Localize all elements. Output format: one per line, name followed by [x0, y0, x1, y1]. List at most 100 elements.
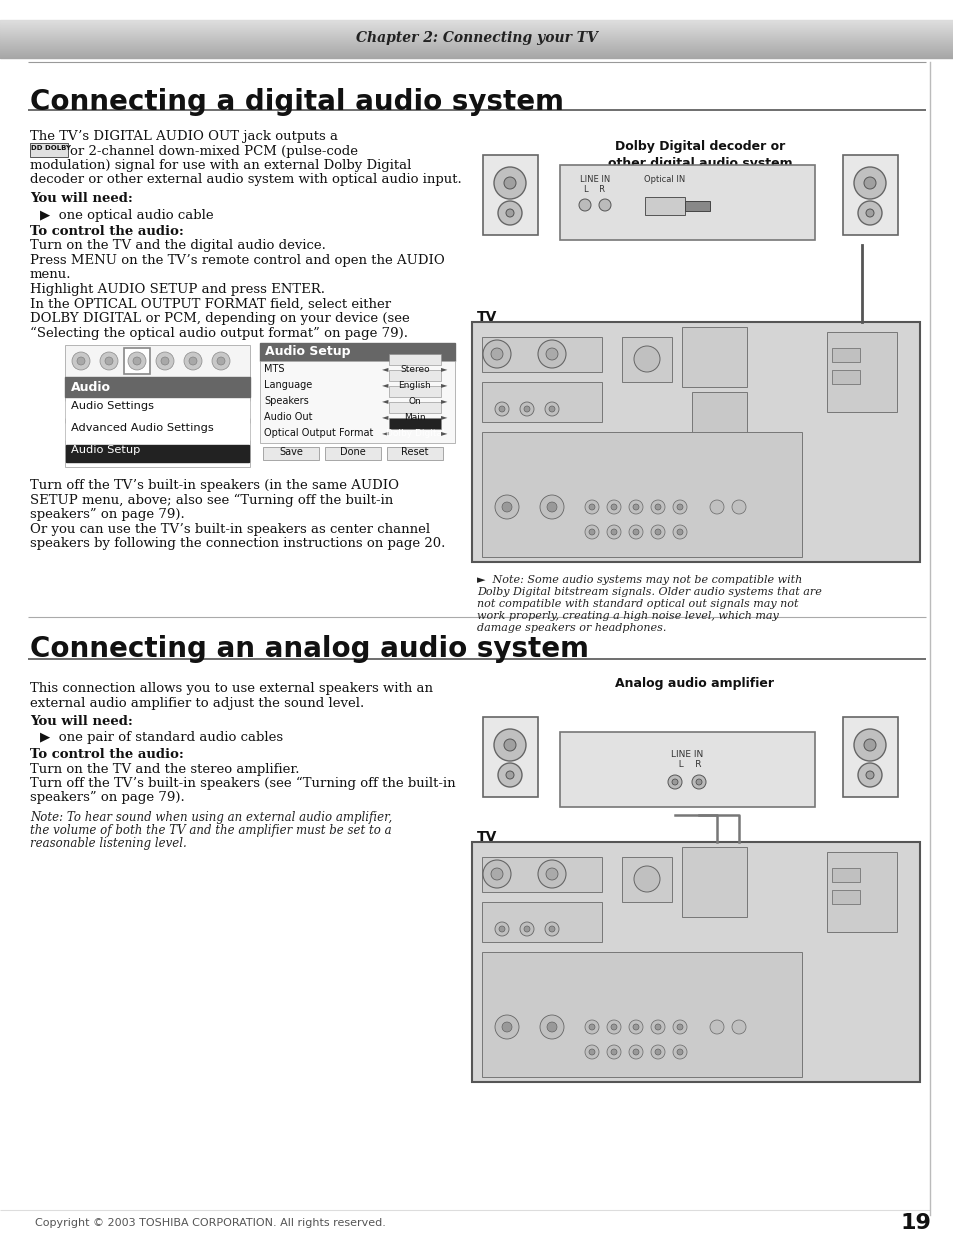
Circle shape — [865, 209, 873, 217]
Text: damage speakers or headphones.: damage speakers or headphones. — [476, 622, 666, 634]
Circle shape — [677, 1049, 682, 1055]
Text: ►: ► — [440, 364, 447, 373]
Circle shape — [491, 348, 502, 359]
Text: SETUP menu, above; also see “Turning off the built-in: SETUP menu, above; also see “Turning off… — [30, 494, 393, 506]
Text: ►: ► — [440, 412, 447, 421]
Circle shape — [498, 926, 504, 932]
Text: English: English — [398, 382, 431, 390]
Circle shape — [853, 167, 885, 199]
Bar — [66, 401, 249, 417]
Text: The TV’s DIGITAL AUDIO OUT jack outputs a: The TV’s DIGITAL AUDIO OUT jack outputs … — [30, 130, 337, 143]
Bar — [481, 902, 601, 942]
Circle shape — [650, 1045, 664, 1058]
Circle shape — [709, 500, 723, 514]
Circle shape — [523, 926, 530, 932]
Circle shape — [578, 199, 590, 211]
Circle shape — [655, 504, 660, 510]
Circle shape — [672, 1045, 686, 1058]
Circle shape — [588, 1049, 595, 1055]
Circle shape — [667, 776, 681, 789]
Circle shape — [503, 739, 516, 751]
Circle shape — [633, 1049, 639, 1055]
Bar — [684, 201, 709, 211]
Circle shape — [709, 1020, 723, 1034]
Circle shape — [495, 403, 509, 416]
Circle shape — [494, 729, 525, 761]
Bar — [389, 417, 440, 429]
Text: Dolby Digital: Dolby Digital — [385, 429, 444, 438]
Text: Note: To hear sound when using an external audio amplifier,: Note: To hear sound when using an extern… — [30, 811, 392, 824]
Circle shape — [548, 926, 555, 932]
Circle shape — [77, 357, 85, 366]
Text: Turn on the TV and the stereo amplifier.: Turn on the TV and the stereo amplifier. — [30, 762, 299, 776]
Bar — [263, 447, 318, 459]
Circle shape — [519, 923, 534, 936]
Text: LINE IN
  L    R: LINE IN L R — [670, 750, 702, 769]
Bar — [260, 343, 455, 361]
Circle shape — [546, 1023, 557, 1032]
Circle shape — [71, 352, 90, 370]
Bar — [831, 348, 859, 362]
Circle shape — [482, 860, 511, 888]
Circle shape — [655, 529, 660, 535]
Text: Reset: Reset — [401, 447, 428, 457]
Circle shape — [633, 529, 639, 535]
Text: 19: 19 — [900, 1213, 930, 1233]
Bar — [389, 370, 440, 382]
Text: ►: ► — [440, 396, 447, 405]
Circle shape — [497, 763, 521, 787]
Bar — [842, 156, 897, 235]
Text: You will need:: You will need: — [30, 191, 132, 205]
Text: Highlight AUDIO SETUP and press ENTER.: Highlight AUDIO SETUP and press ENTER. — [30, 283, 325, 296]
Bar — [481, 952, 801, 1077]
Circle shape — [857, 763, 882, 787]
Circle shape — [495, 495, 518, 519]
Text: Audio Out: Audio Out — [264, 412, 313, 422]
Text: Done: Done — [340, 447, 366, 457]
Circle shape — [606, 1045, 620, 1058]
Text: ▶  one pair of standard audio cables: ▶ one pair of standard audio cables — [40, 731, 283, 745]
Text: ◄: ◄ — [381, 412, 388, 421]
Circle shape — [545, 868, 558, 881]
Bar — [831, 868, 859, 882]
Text: DVI/HDCP IN: DVI/HDCP IN — [692, 860, 735, 866]
Text: work properly, creating a high noise level, which may: work properly, creating a high noise lev… — [476, 611, 778, 621]
Text: DIGITAL
AUDIO OUT: DIGITAL AUDIO OUT — [843, 906, 879, 918]
Text: external audio amplifier to adjust the sound level.: external audio amplifier to adjust the s… — [30, 697, 364, 709]
Text: or 2-channel down-mixed PCM (pulse-code: or 2-channel down-mixed PCM (pulse-code — [70, 144, 357, 158]
Text: Connecting a digital audio system: Connecting a digital audio system — [30, 88, 563, 116]
Circle shape — [598, 199, 610, 211]
Circle shape — [628, 1045, 642, 1058]
Bar — [481, 857, 601, 892]
Circle shape — [863, 177, 875, 189]
Circle shape — [189, 357, 196, 366]
Bar — [621, 857, 671, 902]
Text: speakers by following the connection instructions on page 20.: speakers by following the connection ins… — [30, 537, 445, 550]
Text: DOLBY DIGITAL or PCM, depending on your device (see: DOLBY DIGITAL or PCM, depending on your … — [30, 312, 410, 325]
Circle shape — [628, 525, 642, 538]
Circle shape — [105, 357, 112, 366]
Bar — [387, 447, 442, 459]
Bar — [325, 447, 380, 459]
Circle shape — [584, 1020, 598, 1034]
Bar — [472, 842, 919, 1082]
Circle shape — [731, 1020, 745, 1034]
Circle shape — [128, 352, 146, 370]
Text: ►: ► — [440, 380, 447, 389]
Bar — [559, 732, 814, 806]
Text: MTS: MTS — [264, 364, 284, 374]
Circle shape — [548, 406, 555, 412]
Circle shape — [482, 340, 511, 368]
Bar — [681, 327, 746, 387]
Text: IN: IN — [637, 437, 646, 446]
Circle shape — [184, 352, 202, 370]
Bar — [621, 337, 671, 382]
Text: Copyright © 2003 TOSHIBA CORPORATION. All rights reserved.: Copyright © 2003 TOSHIBA CORPORATION. Al… — [35, 1218, 385, 1228]
Text: Chapter 2: Connecting your TV: Chapter 2: Connecting your TV — [355, 31, 598, 44]
Bar — [481, 432, 801, 557]
Text: Stereo: Stereo — [399, 366, 430, 374]
Circle shape — [865, 771, 873, 779]
Circle shape — [606, 525, 620, 538]
Text: speakers” on page 79).: speakers” on page 79). — [30, 508, 185, 521]
Circle shape — [655, 1024, 660, 1030]
